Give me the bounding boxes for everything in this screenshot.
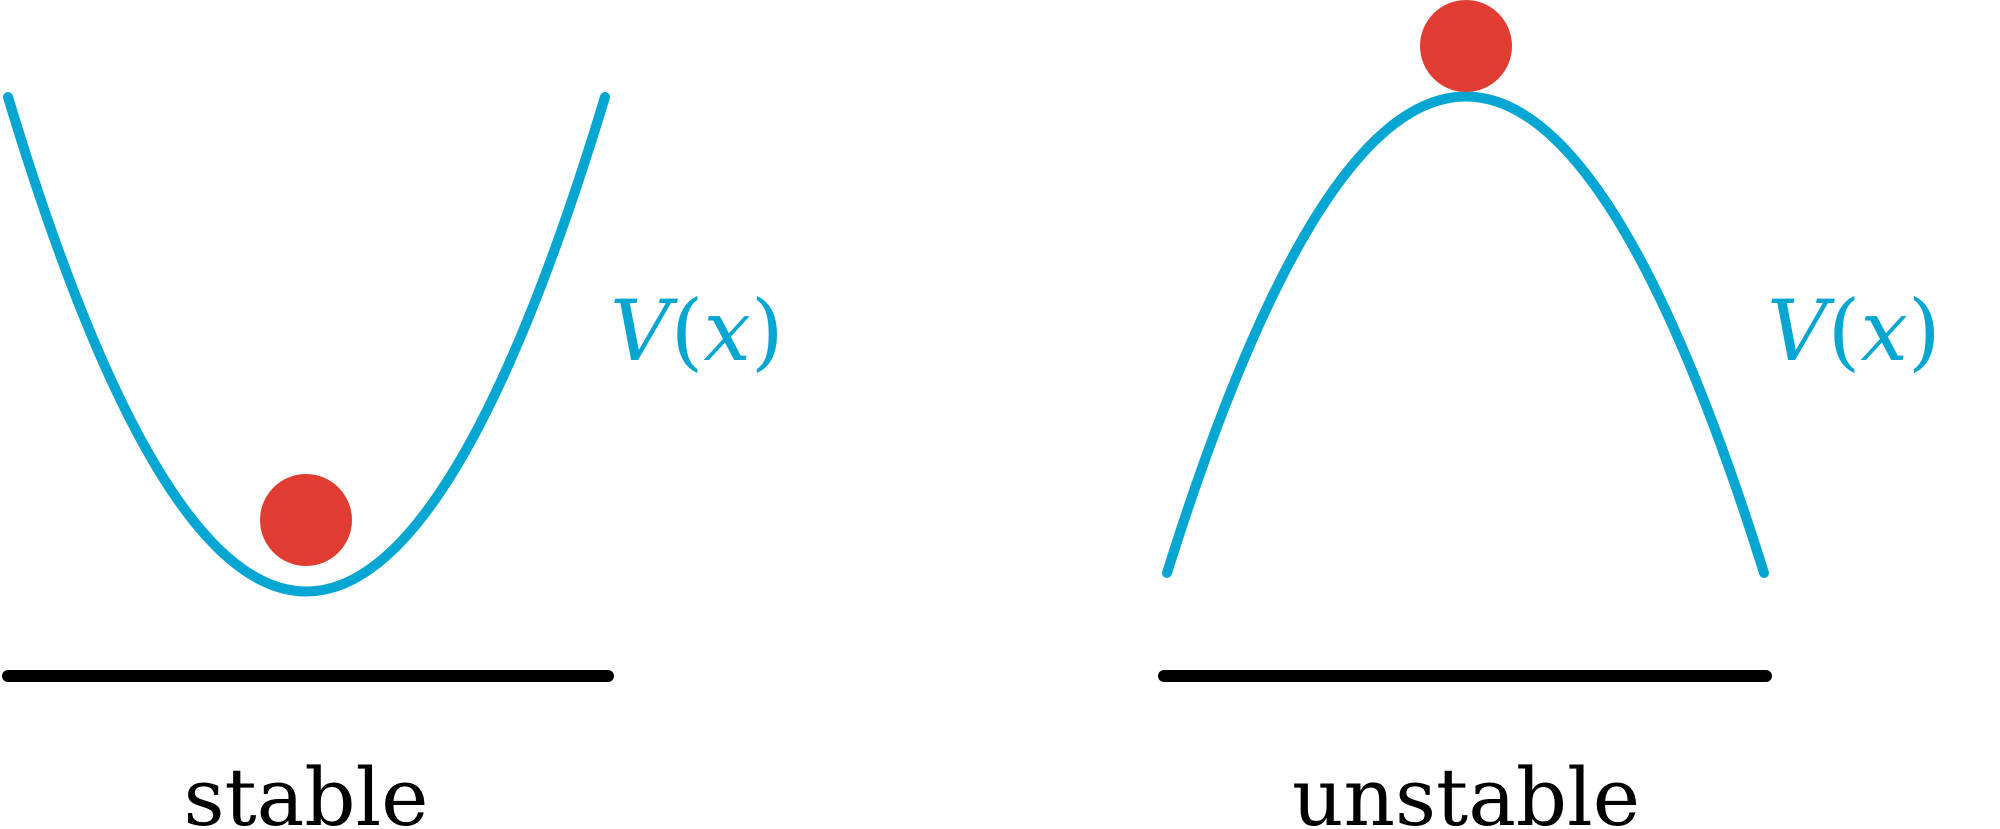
stable-ball [260,474,352,566]
unstable-potential-curve [1162,91,1769,578]
stable-potential-curve [3,92,610,597]
stable-potential-label: V(x) [610,282,784,380]
unstable-label-func: V [1767,282,1835,380]
unstable-label-open-paren: ( [1828,282,1861,380]
unstable-caption: unstable [1292,751,1640,829]
unstable-label-close-paren: ) [1908,282,1941,380]
unstable-label-var: x [1860,282,1907,380]
unstable-panel: V(x) unstable [1158,0,1941,829]
stable-label-open-paren: ( [671,282,704,380]
stable-label-var: x [703,282,750,380]
unstable-ball [1420,0,1512,92]
stable-label-close-paren: ) [751,282,784,380]
stable-label-func: V [610,282,678,380]
unstable-potential-label: V(x) [1767,282,1941,380]
stable-caption: stable [183,751,428,829]
stable-panel: V(x) stable [2,92,784,829]
